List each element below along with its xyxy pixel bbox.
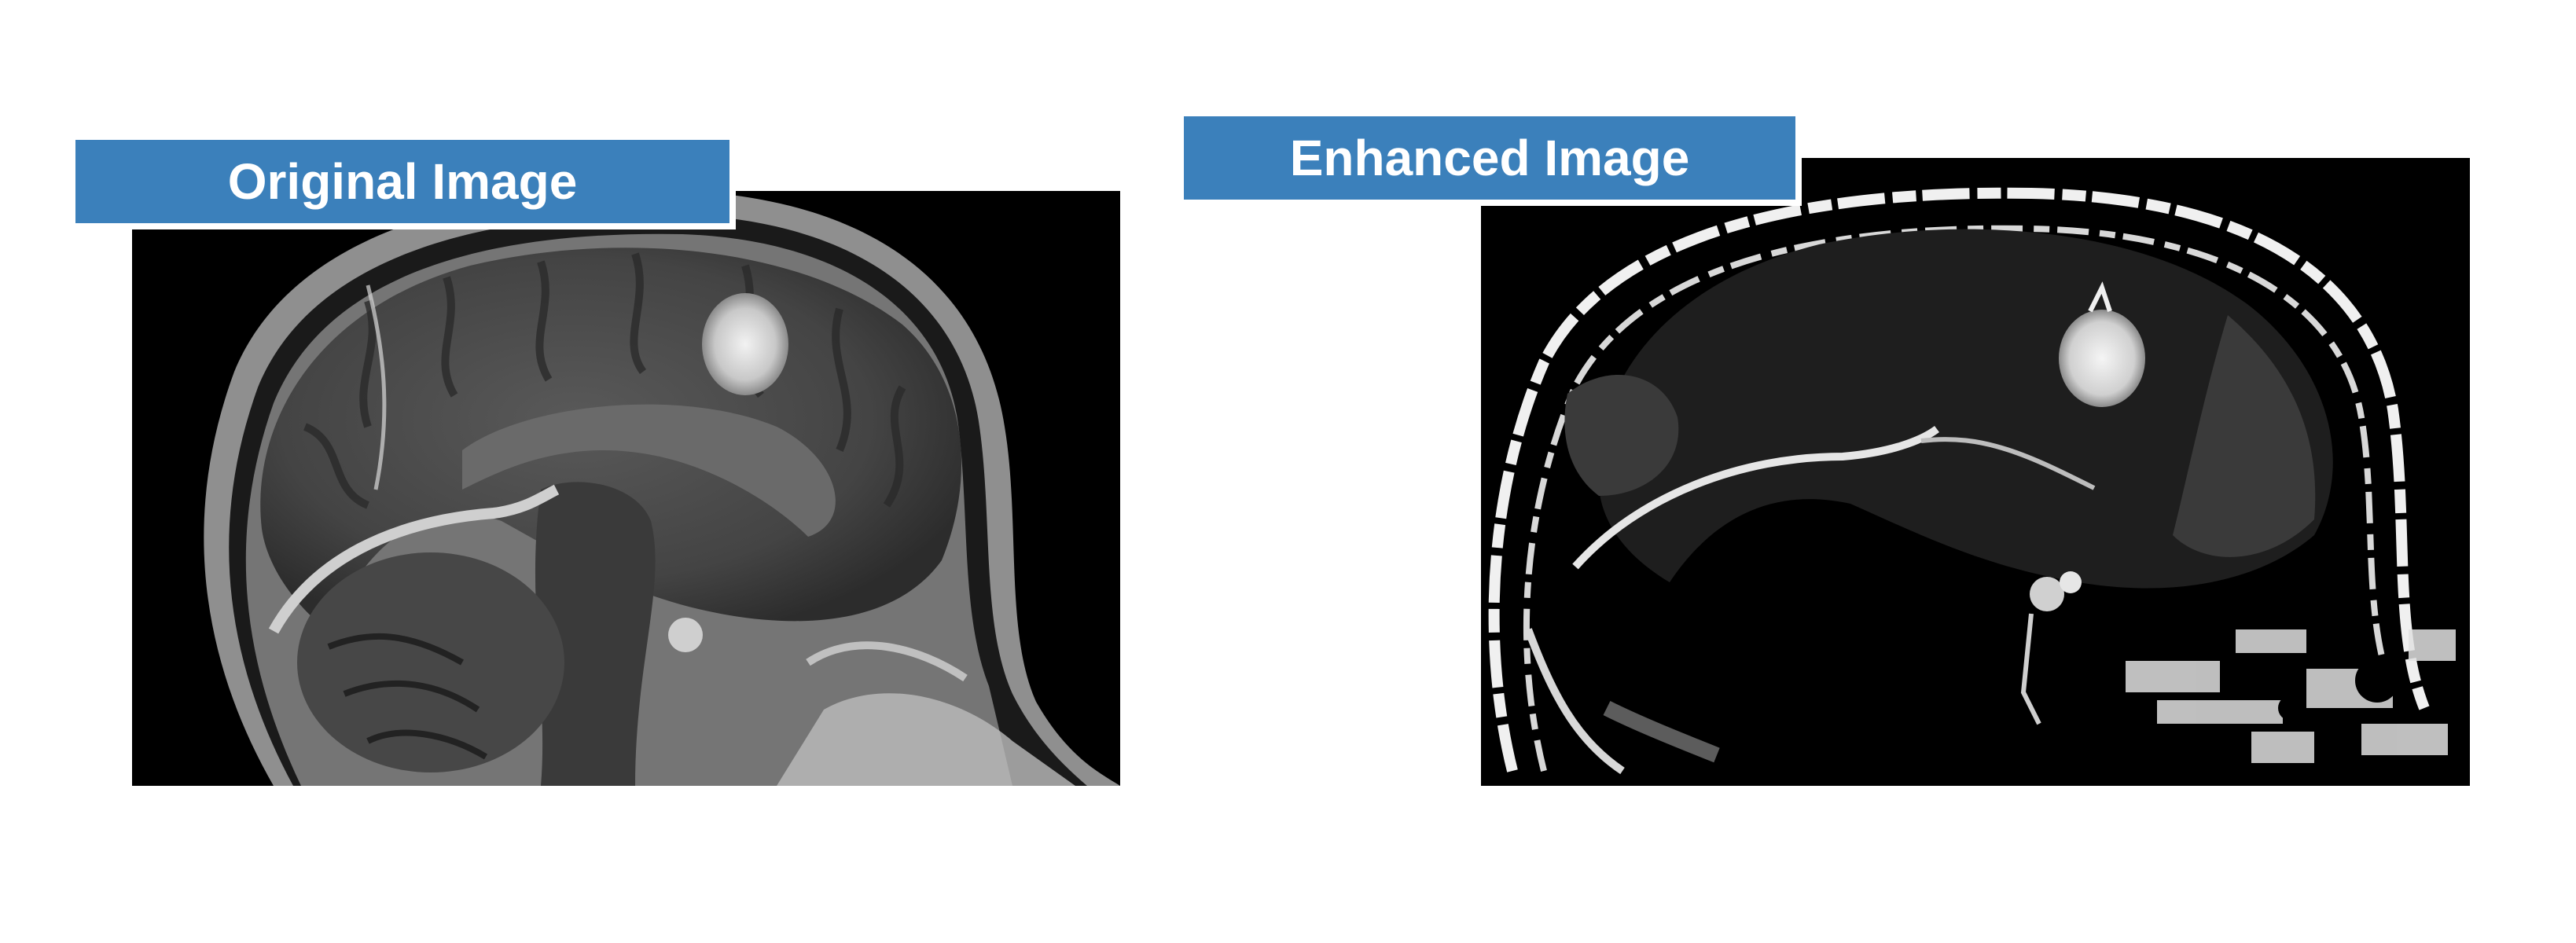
brain-mri-enhanced-icon (1488, 187, 2456, 775)
original-image-label: Original Image (75, 140, 736, 229)
enhanced-mri-image (1481, 158, 2470, 786)
original-mri-image (132, 191, 1120, 786)
original-image-label-text: Original Image (227, 153, 578, 210)
brain-mri-original-icon (204, 191, 1120, 786)
enhanced-image-label: Enhanced Image (1184, 116, 1802, 206)
enhanced-image-label-text: Enhanced Image (1289, 130, 1690, 186)
